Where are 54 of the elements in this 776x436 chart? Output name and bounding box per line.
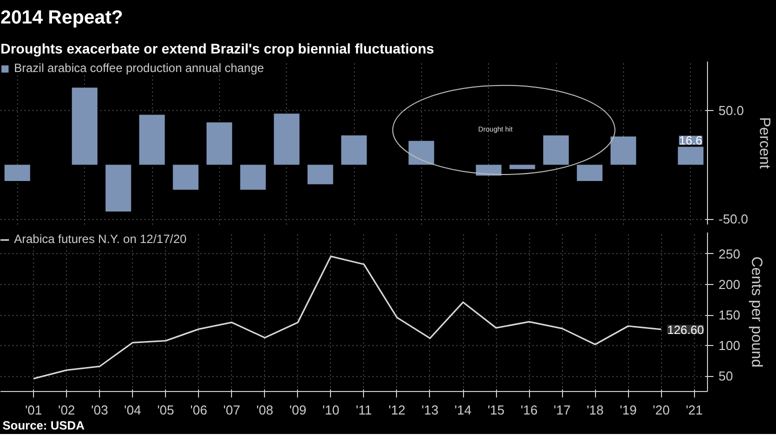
y-tick-label: 200 xyxy=(718,276,740,292)
x-tick-label: '15 xyxy=(488,402,505,418)
line-series xyxy=(32,256,662,380)
data-label: 16.6 xyxy=(678,134,703,148)
x-tick-label: '17 xyxy=(554,402,571,418)
x-tick-label: '14 xyxy=(454,402,472,418)
bar xyxy=(341,135,367,165)
bar xyxy=(106,164,132,212)
x-tick-label: '08 xyxy=(256,402,274,418)
y-axis-title: Cents per pound xyxy=(748,256,766,368)
x-tick-label: '13 xyxy=(422,402,438,418)
x-tick-label: '03 xyxy=(91,402,108,418)
bar xyxy=(543,135,569,165)
y-tick-label: 100 xyxy=(718,338,740,354)
bar xyxy=(240,164,266,190)
x-tick-label: '04 xyxy=(124,402,142,418)
x-tick-label: '11 xyxy=(356,402,372,418)
bar xyxy=(274,114,300,165)
bar xyxy=(476,164,502,176)
bar xyxy=(610,136,636,165)
x-tick-label: '05 xyxy=(157,402,174,418)
x-tick-label: '10 xyxy=(322,402,340,418)
bar xyxy=(510,164,536,170)
x-tick-label: '09 xyxy=(289,402,306,418)
x-tick-label: '02 xyxy=(58,402,76,418)
y-tick-label: 250 xyxy=(718,246,740,262)
source-note: Source: USDA xyxy=(2,418,85,432)
data-label: 126.60 xyxy=(667,322,704,337)
y-tick-label: 150 xyxy=(718,308,740,323)
x-tick-label: '18 xyxy=(586,402,604,418)
bar xyxy=(576,164,602,182)
x-tick-label: '07 xyxy=(223,402,240,418)
x-tick-label: '12 xyxy=(388,402,406,418)
bar xyxy=(308,164,334,184)
legend-label: Arabica futures N.Y. on 12/17/20 xyxy=(14,232,187,246)
y-tick-label: 50.0 xyxy=(718,102,744,118)
y-tick-label: 50 xyxy=(718,368,733,384)
x-tick-label: '20 xyxy=(652,402,670,418)
y-tick-label: -50.0 xyxy=(718,212,748,227)
x-tick-label: '16 xyxy=(520,402,538,418)
bar xyxy=(139,114,165,165)
bar xyxy=(4,164,30,182)
x-tick-label: '06 xyxy=(190,402,208,418)
bar xyxy=(172,164,198,190)
y-axis-title: Percent xyxy=(756,117,774,170)
chart-title: 2014 Repeat? xyxy=(0,8,124,28)
bar xyxy=(72,88,98,165)
legend-label: Brazil arabica coffee production annual change xyxy=(14,61,264,75)
x-tick-label: '01 xyxy=(25,402,42,418)
x-tick-label: '21 xyxy=(686,402,703,418)
bar xyxy=(206,122,232,165)
chart-subtitle: Droughts exacerbate or extend Brazil's crop biennial fluctuations xyxy=(0,40,434,56)
x-tick-label: '19 xyxy=(620,402,637,418)
bar xyxy=(408,140,434,165)
